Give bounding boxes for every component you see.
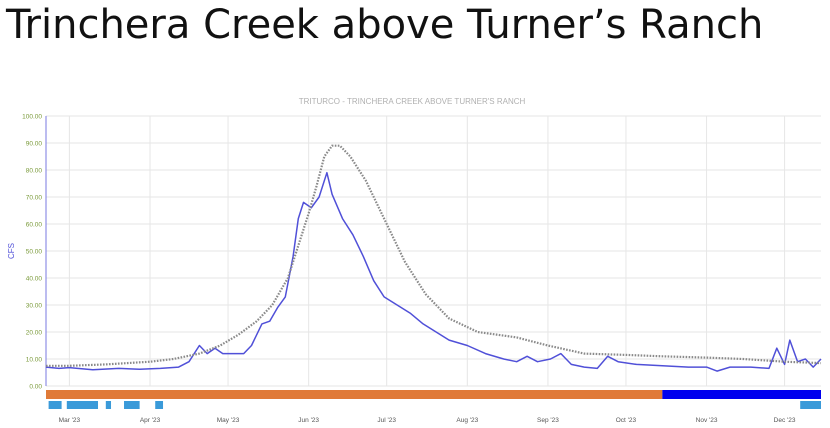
slide-title: Trinchera Creek above Turner’s Ranch [6,2,764,48]
status-block [105,401,112,409]
x-tick-label: Mar '23 [59,417,81,424]
x-tick-label: Dec '23 [774,417,796,424]
y-tick-label: 10.00 [26,357,43,364]
status-block [155,401,164,409]
status-block [800,401,821,409]
status-block [48,401,62,409]
status-block [66,401,99,409]
x-tick-label: Jun '23 [298,417,319,424]
status-bar-segment [46,390,663,399]
observed-flow-line [45,171,822,372]
y-tick-label: 40.00 [26,276,43,283]
y-tick-label: 80.00 [26,168,43,175]
y-tick-label: 100.00 [22,114,42,121]
y-tick-label: 20.00 [26,330,43,337]
status-block [124,401,140,409]
chart-title: TRITURCO - TRINCHERA CREEK ABOVE TURNER'… [299,97,526,106]
x-tick-label: Aug '23 [456,417,478,424]
y-tick-label: 0.00 [29,384,42,391]
x-tick-label: Oct '23 [616,417,637,424]
x-tick-label: May '23 [217,417,240,424]
y-tick-label: 30.00 [26,303,43,310]
y-tick-label: 60.00 [26,222,43,229]
y-axis-label: CFS [7,243,16,259]
x-tick-label: Apr '23 [140,417,161,424]
x-tick-label: Nov '23 [696,417,718,424]
y-tick-label: 70.00 [26,195,43,202]
x-tick-label: Jul '23 [377,417,396,424]
x-tick-label: Sep '23 [537,417,559,424]
status-bar-segment [662,390,821,399]
y-tick-label: 90.00 [26,141,43,148]
y-tick-label: 50.00 [26,249,43,256]
average-flow-line [46,144,822,367]
